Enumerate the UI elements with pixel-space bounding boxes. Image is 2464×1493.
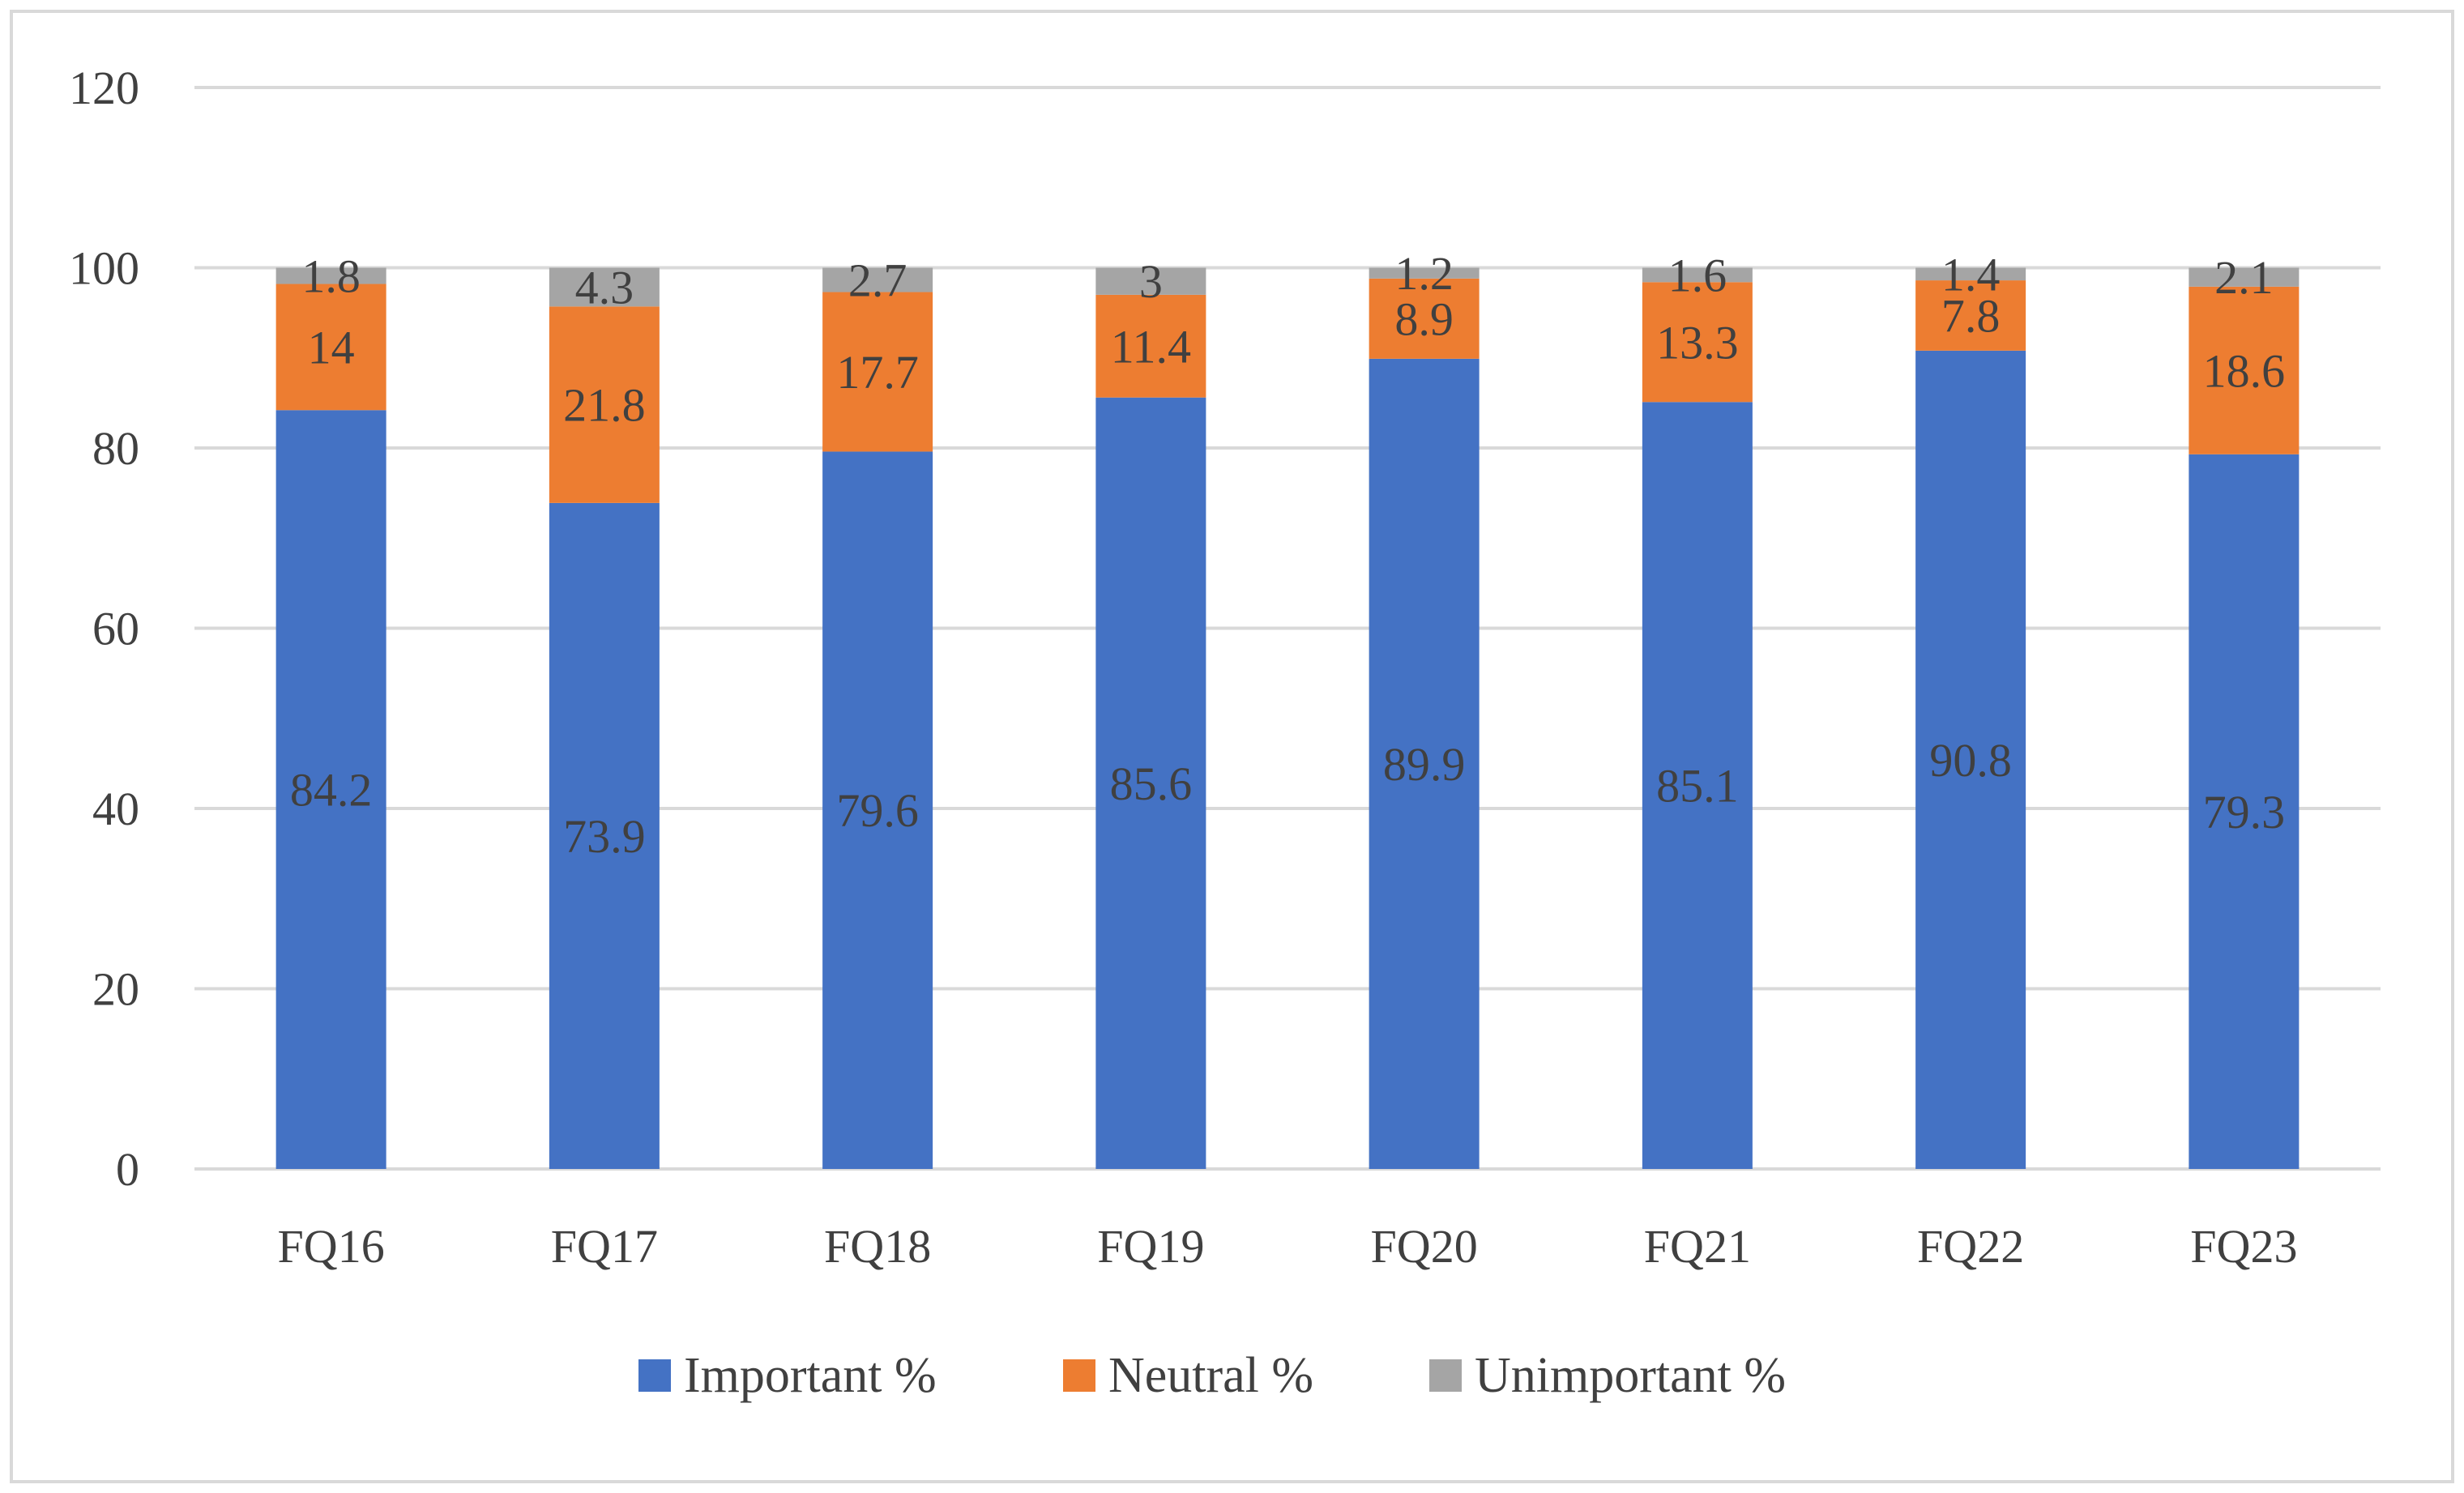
y-tick-label: 100	[69, 242, 139, 295]
bar-FQ22-neutral	[1915, 280, 2026, 351]
legend-label-important: Important %	[684, 1348, 937, 1403]
data-label: 1.2	[1394, 247, 1454, 300]
data-label: 1.6	[1668, 249, 1727, 301]
data-label: 18.6	[2203, 344, 2286, 397]
x-tick-label: FQ21	[1644, 1220, 1751, 1273]
data-label: 3	[1139, 255, 1163, 308]
bar-FQ22-unimportant	[1915, 267, 2026, 281]
bar-FQ19-neutral	[1095, 294, 1206, 398]
data-label: 90.8	[1929, 734, 2012, 787]
gridlines	[194, 86, 2381, 1171]
bar-FQ17-neutral	[549, 306, 660, 503]
data-label: 21.8	[563, 379, 646, 432]
y-tick-label: 20	[92, 963, 139, 1016]
bar-FQ21-important	[1642, 402, 1753, 1169]
bar-FQ23-unimportant	[2189, 267, 2300, 287]
x-tick-label: FQ18	[824, 1220, 931, 1273]
data-label: 85.6	[1110, 757, 1193, 810]
bar-FQ18-neutral	[822, 292, 933, 452]
data-label: 89.9	[1383, 738, 1466, 791]
y-tick-label: 60	[92, 603, 139, 655]
data-label: 8.9	[1394, 292, 1454, 345]
y-tick-label: 0	[116, 1143, 139, 1196]
bar-FQ21-unimportant	[1642, 267, 1753, 283]
data-label: 13.3	[1656, 316, 1739, 369]
legend-swatch-important	[638, 1359, 671, 1392]
y-tick-label: 120	[69, 62, 139, 114]
bar-FQ21-neutral	[1642, 282, 1753, 403]
axes: 0 20 40 60 80 100 120 FQ16 FQ17 FQ18 FQ19 FQ20 FQ21 F…	[69, 62, 2297, 1273]
data-label: 84.2	[290, 764, 373, 817]
bar-FQ19-unimportant	[1095, 267, 1206, 295]
data-label: 4.3	[575, 261, 634, 314]
legend-label-unimportant: Unimportant %	[1475, 1348, 1786, 1403]
x-tick-label: FQ17	[551, 1220, 658, 1273]
data-label: 85.1	[1656, 760, 1739, 813]
data-label: 2.1	[2214, 251, 2274, 304]
bar-FQ16-neutral	[275, 284, 386, 411]
bar-FQ20-unimportant	[1369, 267, 1480, 279]
data-label: 7.8	[1941, 289, 2001, 342]
legend: Important % Neutral % Unimportant %	[638, 1348, 1786, 1403]
x-tick-label: FQ20	[1371, 1220, 1478, 1273]
legend-label-neutral: Neutral %	[1108, 1348, 1313, 1403]
bar-FQ19-important	[1095, 397, 1206, 1169]
bar-FQ20-important	[1369, 358, 1480, 1169]
data-label: 79.6	[836, 784, 919, 837]
data-label: 14	[308, 321, 355, 373]
bars	[275, 267, 2300, 1170]
bar-FQ17-unimportant	[549, 267, 660, 307]
bar-FQ20-neutral	[1369, 278, 1480, 359]
data-label: 11.4	[1111, 320, 1191, 373]
data-label: 73.9	[563, 810, 646, 863]
data-label: 1.8	[301, 250, 361, 303]
bar-FQ22-important	[1915, 350, 2026, 1170]
chart-frame	[10, 10, 2454, 1483]
legend-swatch-unimportant	[1429, 1359, 1462, 1392]
x-tick-label: FQ22	[1917, 1220, 2024, 1273]
bar-FQ23-neutral	[2189, 286, 2300, 454]
bar-FQ18-unimportant	[822, 267, 933, 292]
data-label: 1.4	[1941, 248, 2001, 301]
bar-FQ23-important	[2189, 454, 2300, 1169]
bar-FQ17-important	[549, 502, 660, 1169]
bar-FQ16-unimportant	[275, 267, 386, 284]
legend-swatch-neutral	[1063, 1359, 1095, 1392]
y-tick-label: 80	[92, 422, 139, 475]
data-label: 2.7	[848, 254, 907, 307]
x-tick-label: FQ16	[278, 1220, 385, 1273]
data-label: 79.3	[2203, 786, 2286, 838]
data-labels: 84.2 14 1.8 73.9 21.8 4.3 79.6 17.7 2.7 85.6 11.4 3…	[290, 247, 2285, 863]
bar-FQ18-important	[822, 451, 933, 1169]
y-tick-label: 40	[92, 783, 139, 835]
bar-FQ16-important	[275, 410, 386, 1169]
x-tick-label: FQ23	[2190, 1220, 2297, 1273]
x-tick-label: FQ19	[1097, 1220, 1204, 1273]
data-label: 17.7	[836, 346, 919, 399]
